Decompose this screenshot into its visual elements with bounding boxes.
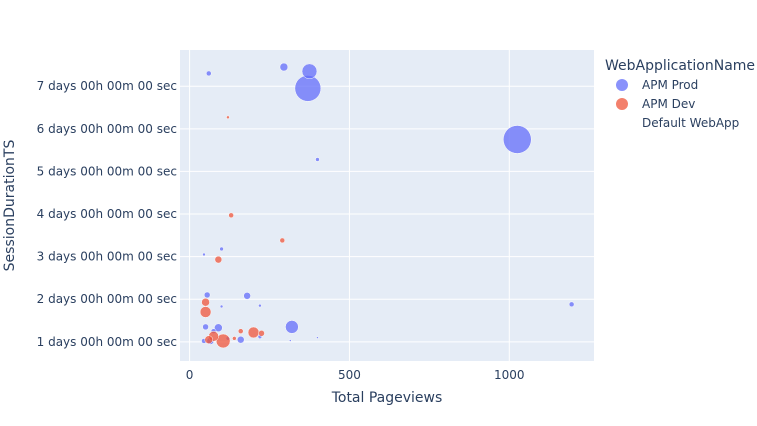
data-point [201,297,210,307]
data-point [247,326,260,339]
data-point [294,75,322,102]
y-tick-label: 2 days 00h 00m 00 sec [37,292,177,306]
x-tick-label: 1000 [494,368,525,382]
data-point [279,62,289,72]
data-point [285,320,299,334]
data-point [279,237,286,244]
data-point [503,125,532,154]
x-axis-ticks: 0 500 1000 [186,368,525,382]
x-tick-label: 500 [338,368,361,382]
data-point [202,252,206,257]
legend-marker [616,98,628,110]
legend[interactable]: WebApplicationName APM Prod APM Dev Defaul… [605,58,755,130]
data-point [215,333,231,349]
data-point [226,115,230,120]
data-point [236,335,245,344]
data-point [301,63,318,80]
x-tick-label: 0 [186,368,194,382]
y-tick-label: 4 days 00h 00m 00 sec [37,207,177,221]
legend-title: WebApplicationName [605,58,755,74]
data-point [315,157,320,162]
y-tick-label: 5 days 00h 00m 00 sec [37,164,177,178]
data-point [228,212,234,219]
data-point [204,335,214,344]
data-point [568,301,575,308]
data-point [289,339,292,342]
data-point [202,323,209,331]
data-point [243,292,251,300]
legend-item[interactable]: APM Prod [616,78,698,92]
data-point [232,336,237,341]
legend-item[interactable]: Default WebApp [642,116,739,130]
legend-marker [616,79,628,91]
data-point [219,246,224,252]
data-point [258,303,262,308]
grid-lines [180,50,594,361]
y-tick-label: 7 days 00h 00m 00 sec [37,79,177,93]
x-axis-title: Total Pageviews [331,390,443,406]
y-axis-ticks: 1 days 00h 00m 00 sec 2 days 00h 00m 00 s… [37,79,177,349]
legend-label: APM Dev [642,97,695,111]
data-point [206,70,212,77]
data-point [214,255,223,264]
y-axis-title: SessionDurationTS [2,140,18,272]
data-point [219,304,224,309]
legend-label: Default WebApp [642,116,739,130]
legend-label: APM Prod [642,78,698,92]
data-point [237,328,244,334]
data-points [199,62,575,349]
legend-item[interactable]: APM Dev [616,97,695,111]
data-point [258,330,265,337]
y-tick-label: 6 days 00h 00m 00 sec [37,122,177,136]
data-point [316,336,319,339]
y-tick-label: 1 days 00h 00m 00 sec [37,335,177,349]
data-point [199,306,212,318]
data-point [203,291,211,299]
data-point [214,323,223,333]
y-tick-label: 3 days 00h 00m 00 sec [37,250,177,264]
plot-area [180,50,594,361]
